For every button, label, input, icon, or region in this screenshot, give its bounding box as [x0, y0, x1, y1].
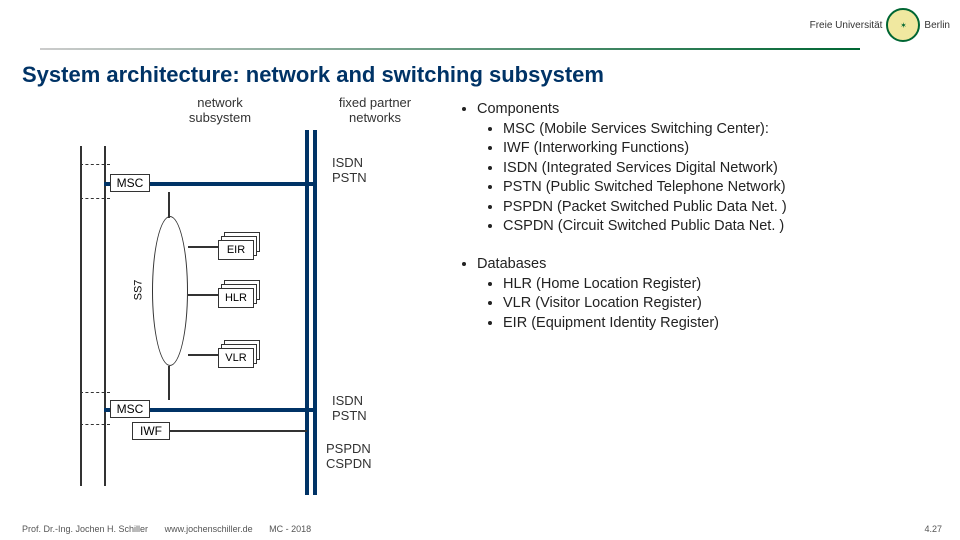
ss7-to-msc-bottom-line [168, 366, 170, 400]
ss7-to-hlr-line [188, 294, 220, 296]
dash-top-left [80, 164, 110, 165]
ss7-to-vlr-line [188, 354, 220, 356]
component-item: IWF (Interworking Functions) [503, 139, 942, 159]
content-text: Components MSC (Mobile Services Switchin… [455, 100, 942, 333]
university-name: Freie Universität [810, 20, 883, 31]
university-logo: Freie Universität ✶ Berlin [810, 8, 950, 42]
architecture-diagram: network subsystem fixed partner networks… [110, 96, 440, 496]
left-boundary-line [80, 146, 82, 486]
footer-url: www.jochenschiller.de [165, 524, 253, 534]
databases-heading: Databases HLR (Home Location Register) V… [477, 255, 942, 333]
msc-top-box: MSC [110, 174, 150, 192]
ss7-label: SS7 [132, 280, 144, 301]
database-item: VLR (Visitor Location Register) [503, 294, 942, 314]
page-title: System architecture: network and switchi… [22, 62, 604, 88]
university-city: Berlin [924, 20, 950, 31]
footer-author: Prof. Dr.-Ing. Jochen H. Schiller [22, 524, 148, 534]
component-item: MSC (Mobile Services Switching Center): [503, 120, 942, 140]
header-rule [40, 48, 860, 50]
dash-bottom-left2 [80, 424, 110, 425]
iwf-link-line [170, 430, 307, 432]
isdn-pstn-bottom-label: ISDNPSTN [332, 394, 367, 424]
msc-to-ss7-line [168, 192, 170, 218]
ss7-to-eir-line [188, 246, 220, 248]
label-network-subsystem: network subsystem [170, 96, 270, 126]
component-item: ISDN (Integrated Services Digital Networ… [503, 159, 942, 179]
component-item: PSTN (Public Switched Telephone Network) [503, 178, 942, 198]
dash-bottom-left [80, 392, 110, 393]
separator-bar-right [313, 130, 317, 495]
database-item: EIR (Equipment Identity Register) [503, 314, 942, 334]
ss7-oval [152, 216, 188, 366]
eir-stack: EIR [218, 232, 260, 260]
components-heading: Components MSC (Mobile Services Switchin… [477, 100, 942, 237]
component-item: PSPDN (Packet Switched Public Data Net. … [503, 198, 942, 218]
seal-icon: ✶ [886, 8, 920, 42]
label-fixed-partner-networks: fixed partner networks [325, 96, 425, 126]
footer: Prof. Dr.-Ing. Jochen H. Schiller www.jo… [22, 524, 942, 534]
component-item: CSPDN (Circuit Switched Public Data Net.… [503, 217, 942, 237]
subsystem-boundary-line [104, 146, 106, 486]
dash-top-left2 [80, 198, 110, 199]
iwf-box: IWF [132, 422, 170, 440]
database-item: HLR (Home Location Register) [503, 275, 942, 295]
hlr-stack: HLR [218, 280, 260, 308]
pspdn-cspdn-label: PSPDNCSPDN [326, 442, 372, 472]
isdn-pstn-top-label: ISDNPSTN [332, 156, 367, 186]
vlr-stack: VLR [218, 340, 260, 368]
msc-bottom-box: MSC [110, 400, 150, 418]
footer-page: 4.27 [924, 524, 942, 534]
footer-course: MC - 2018 [269, 524, 311, 534]
